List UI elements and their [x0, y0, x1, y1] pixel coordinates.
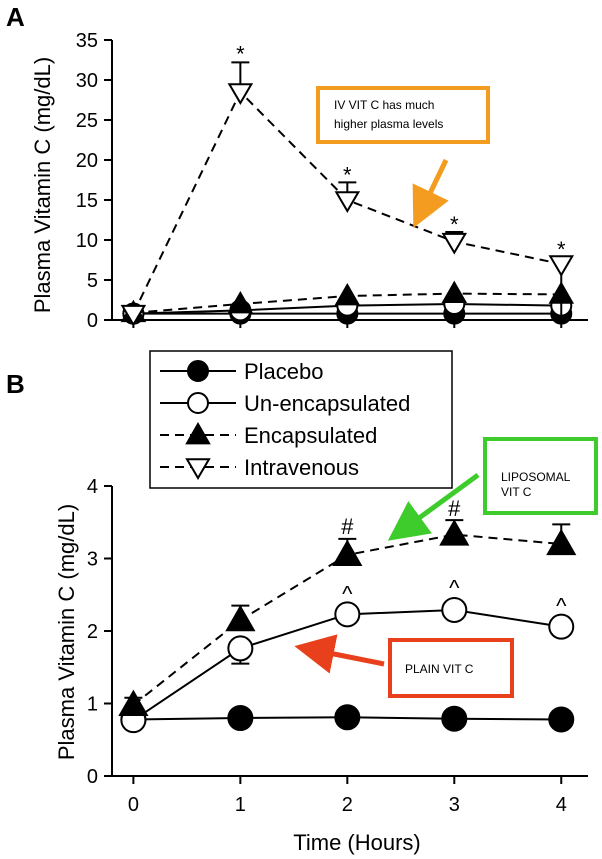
panel-b-point-un-encapsulated — [334, 601, 361, 628]
legend: Placebo Un-encapsulated Encapsulated Intrav… — [149, 350, 453, 489]
legend-label: Placebo — [244, 359, 324, 384]
panel-a-y-tick-label: 10 — [76, 230, 98, 252]
panel-a-significance-mark: * — [236, 42, 245, 67]
panel-b-series-un-encapsulated — [120, 596, 575, 734]
panel-b-x-axis-title: Time (Hours) — [293, 830, 421, 855]
panel-a-y-tick-label: 35 — [76, 30, 98, 52]
panel-b-x-tick-label: 1 — [235, 794, 246, 816]
panel-a-y-tick-label: 5 — [87, 270, 98, 292]
legend-item-intravenous: Intravenous — [160, 455, 359, 480]
iv-note-arrow — [412, 158, 449, 229]
panel-b-point-encapsulated — [546, 528, 577, 556]
panel-a-chart: Plasma Vitamin C (mg/dL) 05101520253035 … — [30, 30, 588, 332]
panel-b-point-placebo — [548, 706, 575, 733]
panel-b-significance-mark: ^ — [342, 581, 353, 606]
panel-a-point-encapsulated — [441, 280, 468, 303]
lipo-note-box — [483, 437, 598, 515]
panel-b-x-tick-label: 4 — [556, 794, 567, 816]
legend-marker — [187, 360, 209, 382]
lipo-note-line-1: LIPOSOMAL — [501, 470, 571, 484]
legend-label: Un-encapsulated — [244, 391, 410, 416]
panel-b-x-tick-label: 2 — [342, 794, 353, 816]
lipo-note-line-2: VIT C — [501, 485, 532, 499]
panel-b-significance-mark: ^ — [556, 594, 567, 619]
panel-a-point-intravenous — [441, 232, 468, 255]
legend-item-un-encapsulated: Un-encapsulated — [160, 391, 410, 416]
panel-a-y-tick-label: 20 — [76, 150, 98, 172]
panel-a-y-tick-label: 30 — [76, 70, 98, 92]
panel-a-point-intravenous — [120, 304, 147, 327]
panel-a-point-encapsulated — [334, 282, 361, 306]
legend-item-placebo: Placebo — [160, 359, 324, 384]
panel-a-point-encapsulated — [227, 290, 254, 314]
panel-b-series-placebo — [120, 704, 575, 733]
panel-b-x-tick-label: 0 — [128, 794, 139, 816]
panel-a-point-intravenous — [334, 191, 361, 213]
panel-b-series-encapsulated — [118, 519, 577, 717]
iv-note-line-1: IV VIT C has much — [334, 98, 434, 112]
panel-b-point-placebo — [441, 705, 468, 732]
panel-b-y-tick-label: 0 — [87, 766, 98, 788]
panel-a-significance-mark: * — [343, 162, 352, 187]
panel-a-letter: A — [6, 2, 25, 32]
panel-b-y-tick-label: 1 — [87, 694, 98, 716]
legend-item-encapsulated: Encapsulated — [160, 421, 377, 448]
panel-b-chart: Plasma Vitamin C (mg/dL) Time (Hours) 0 1… — [54, 476, 588, 855]
legend-label: Intravenous — [244, 455, 359, 480]
panel-a-significance-mark: * — [557, 237, 566, 262]
plain-note: PLAIN VIT C — [294, 634, 514, 698]
panel-b-y-axis-title: Plasma Vitamin C (mg/dL) — [54, 504, 79, 760]
panel-b-significance-mark: ^ — [449, 576, 460, 601]
panel-a-series-intravenous — [120, 61, 575, 327]
panel-b-letter: B — [6, 369, 25, 399]
legend-marker — [185, 421, 211, 445]
panel-a-significance-mark: * — [450, 212, 459, 237]
panel-b-point-placebo — [334, 704, 361, 731]
panel-b-y-tick-label: 3 — [87, 549, 98, 571]
plain-note-line-1: PLAIN VIT C — [405, 662, 474, 676]
panel-b-point-encapsulated — [118, 689, 149, 717]
panel-b-point-encapsulated — [225, 604, 256, 632]
panel-a-point-intravenous — [548, 255, 575, 277]
panel-b-point-placebo — [227, 705, 254, 731]
panel-b-x-tick-label: 3 — [449, 794, 460, 816]
legend-marker — [185, 458, 211, 480]
panel-a-y-tick-label: 0 — [87, 310, 98, 332]
panel-b-point-un-encapsulated — [441, 596, 468, 623]
iv-note: IV VIT C has much higher plasma levels — [316, 86, 490, 229]
panel-b-point-encapsulated — [332, 539, 363, 566]
panel-b-point-un-encapsulated — [548, 613, 575, 640]
panel-b-point-encapsulated — [439, 519, 470, 546]
panel-b-y-tick-label: 2 — [87, 621, 98, 643]
legend-label: Encapsulated — [244, 423, 377, 448]
plain-note-arrow — [294, 634, 385, 674]
panel-a-y-axis-title: Plasma Vitamin C (mg/dL) — [30, 57, 55, 313]
iv-note-line-2: higher plasma levels — [334, 117, 443, 131]
panel-a-y-tick-label: 25 — [76, 110, 98, 132]
lipo-note: LIPOSOMAL VIT C — [387, 437, 598, 541]
panel-b-point-un-encapsulated — [227, 635, 254, 662]
lipo-note-arrow — [387, 472, 480, 541]
panel-b-significance-mark: # — [341, 514, 354, 539]
panel-b-significance-mark: # — [448, 496, 461, 521]
legend-marker — [187, 392, 209, 414]
panel-b-y-tick-label: 4 — [87, 476, 98, 498]
plain-note-box — [388, 638, 514, 698]
panel-a-y-tick-label: 15 — [76, 190, 98, 212]
iv-note-box — [316, 86, 490, 144]
panel-a-point-intravenous — [227, 83, 254, 105]
